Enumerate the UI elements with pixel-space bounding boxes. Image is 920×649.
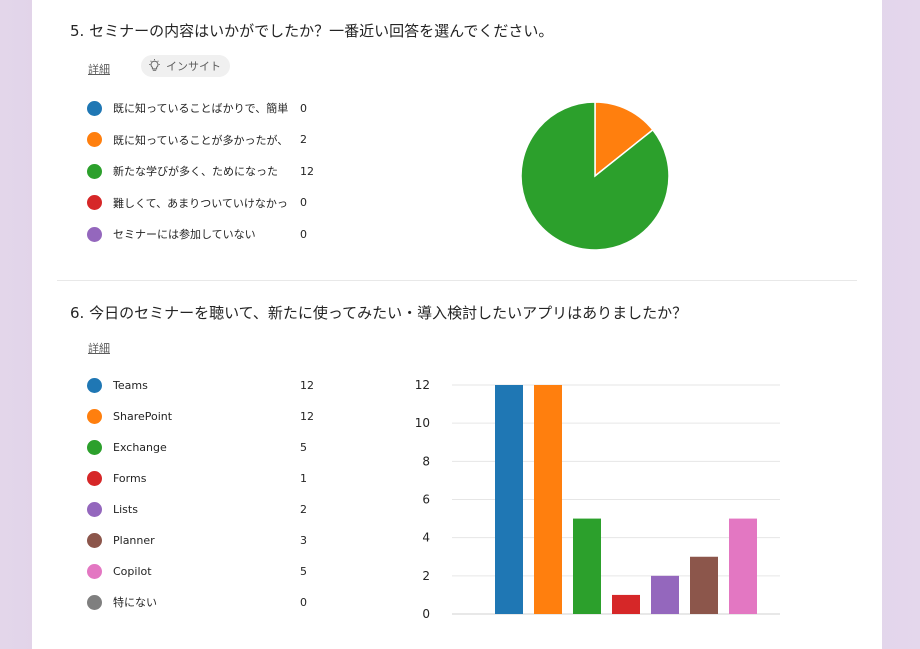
legend-count: 2 [300,133,307,146]
y-tick-label: 2 [422,569,430,583]
legend-count: 3 [300,533,307,547]
insights-button[interactable]: インサイト [141,55,230,77]
legend-swatch [87,532,102,548]
q6-bar-chart: 0 2 4 6 8 10 12 [415,378,780,621]
bar[interactable] [690,556,718,614]
legend-label: Lists [113,502,138,516]
legend-label: 既に知っていることばかりで、簡単す... [113,102,288,115]
q6-legend-item: Forms 1 [87,468,327,488]
q5-legend-item: 既に知っていることばかりで、簡単す... 0 [87,98,327,118]
q5-pie-chart [520,101,670,251]
legend-swatch [87,439,102,455]
legend-count: 0 [300,227,307,241]
legend-count: 1 [300,471,307,485]
y-tick-label: 0 [422,607,430,621]
legend-swatch [87,163,102,179]
legend-swatch [87,195,102,210]
legend-swatch [87,226,102,242]
legend-swatch [87,132,102,147]
bar[interactable] [534,385,562,614]
q5-legend-item: 既に知っていることが多かったが、新... 2 [87,130,327,150]
legend-swatch [87,563,102,579]
q5-legend-item: 難しくて、あまりついていけなかった 0 [87,193,327,213]
bar[interactable] [729,518,757,614]
q6-legend-item: 特にない 0 [87,592,327,612]
pie-slice[interactable] [520,101,670,251]
legend-label: Exchange [113,440,167,454]
question-6-title: 6. 今日のセミナーを聴いて、新たに使ってみたい・導入検討したいアプリはありまし… [70,304,688,322]
q5-legend-item: 新たな学びが多く、ためになった 12 [87,161,327,181]
section-divider [57,280,857,281]
legend-label: Planner [113,533,155,547]
legend-label: Copilot [113,564,152,578]
q6-legend-item: Copilot 5 [87,561,327,581]
legend-label: SharePoint [113,409,173,423]
legend-swatch [87,100,102,116]
q5-details-link[interactable]: 詳細 [88,63,110,76]
q6-legend-item: Lists 2 [87,499,327,519]
legend-count: 0 [300,196,307,209]
q5-legend-item: セミナーには参加していない 0 [87,224,327,244]
lightbulb-icon [149,59,160,71]
bar[interactable] [573,518,601,614]
legend-count: 5 [300,564,307,578]
legend-count: 5 [300,440,307,454]
q6-legend-item: Planner 3 [87,530,327,550]
pie-slice[interactable] [594,101,654,178]
bar[interactable] [612,594,640,614]
legend-swatch [87,470,102,486]
legend-label: 難しくて、あまりついていけなかった [113,196,288,210]
q6-legend-item: SharePoint 12 [87,406,327,426]
legend-label: 新たな学びが多く、ためになった [113,165,278,178]
bar[interactable] [651,575,679,614]
legend-count: 2 [300,502,307,516]
form-results-card: 5. セミナーの内容はいかがでしたか？一番近い回答を選んでください。 詳細 イン… [32,0,882,649]
legend-swatch [87,501,102,517]
q6-details-link[interactable]: 詳細 [88,342,110,355]
y-tick-label: 6 [422,493,430,507]
legend-count: 0 [300,101,307,115]
legend-count: 0 [300,595,307,609]
y-tick-label: 10 [415,416,430,430]
bar[interactable] [495,385,523,614]
legend-label: Forms [113,471,147,485]
y-tick-label: 8 [422,454,430,468]
legend-count: 12 [300,378,314,392]
q6-legend-item: Exchange 5 [87,437,327,457]
q6-legend-item: Teams 12 [87,375,327,395]
question-5-title: 5. セミナーの内容はいかがでしたか？一番近い回答を選んでください。 [70,22,554,40]
insights-label: インサイト [166,60,221,73]
legend-count: 12 [300,409,314,423]
legend-label: 特にない [113,596,157,609]
y-tick-label: 12 [415,378,430,392]
legend-swatch [87,377,102,393]
y-tick-label: 4 [422,531,430,545]
legend-label: セミナーには参加していない [113,228,256,241]
legend-label: 既に知っていることが多かったが、新... [113,133,288,147]
legend-swatch [87,594,102,610]
legend-swatch [87,408,102,424]
legend-count: 12 [300,164,314,178]
legend-label: Teams [113,378,148,392]
